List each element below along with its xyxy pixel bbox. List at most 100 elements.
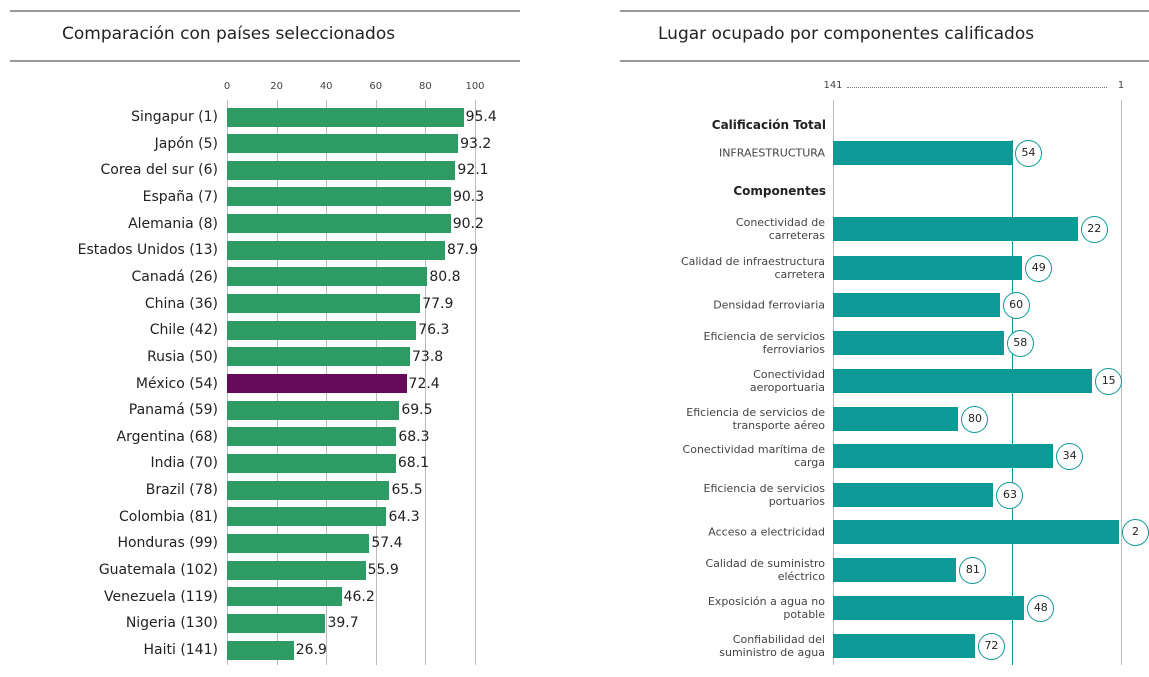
bar — [227, 613, 326, 633]
value-label: 55.9 — [367, 562, 399, 579]
bar — [833, 444, 1054, 468]
heading: Calificación Total — [711, 118, 826, 132]
value-label: 72.4 — [408, 375, 440, 392]
value-label: 81 — [959, 557, 987, 584]
bar — [833, 483, 994, 507]
x-tick-label: 100 — [465, 81, 485, 92]
x-tick-label: 141 — [823, 80, 843, 91]
y-tick-label: Calidad de infraestructura carretera — [680, 255, 825, 281]
x-tick-label: 20 — [270, 81, 283, 92]
value-label: 64.3 — [388, 508, 420, 525]
value-label: 95.4 — [465, 109, 497, 125]
value-label: 87.9 — [446, 242, 479, 259]
value-label: 57.4 — [371, 535, 403, 552]
x-tick-label: 0 — [223, 81, 231, 92]
chart-title: Lugar ocupado por componentes calificado… — [658, 24, 1035, 44]
value-label: 34 — [1056, 443, 1084, 470]
bar — [833, 293, 1000, 317]
bar — [227, 134, 459, 154]
grid-line — [475, 100, 476, 665]
y-tick-label: INFRAESTRUCTURA — [718, 146, 825, 160]
reference-line — [1011, 140, 1013, 665]
value-label: 49 — [1025, 255, 1053, 282]
x-tick-label: 60 — [369, 81, 383, 92]
bar — [227, 267, 428, 287]
bar — [833, 331, 1004, 355]
bar — [227, 107, 464, 127]
y-tick-label: Japón (5) — [154, 135, 218, 152]
bar — [227, 374, 407, 393]
bar — [833, 558, 957, 582]
value-label: 92.1 — [457, 162, 489, 179]
bar — [227, 160, 456, 180]
rule — [620, 60, 1149, 62]
rule — [620, 10, 1149, 12]
x-tick-label: 80 — [419, 81, 432, 92]
y-tick-label: Rusia (50) — [147, 348, 218, 365]
y-tick-label: Singapur (1) — [131, 109, 218, 125]
y-tick-label: Argentina (68) — [116, 428, 218, 445]
heading: Componentes — [733, 184, 826, 198]
value-label: 48 — [1027, 595, 1055, 622]
value-label: 68.3 — [398, 428, 430, 445]
value-label: 26.9 — [295, 642, 327, 658]
axis-line — [847, 87, 1107, 88]
bar — [227, 214, 451, 234]
bar — [833, 407, 959, 431]
y-tick-label: Confiabilidad del suministro de agua — [719, 633, 825, 659]
y-tick-label: Canadá (26) — [131, 268, 218, 285]
y-tick-label: Haiti (141) — [143, 642, 218, 658]
rule — [10, 10, 520, 12]
y-tick-label: México (54) — [135, 375, 218, 392]
bar — [833, 141, 1012, 165]
value-label: 60 — [1002, 292, 1030, 319]
bar — [227, 587, 342, 607]
value-label: 54 — [1014, 140, 1042, 167]
y-tick-label: Panamá (59) — [128, 402, 218, 419]
bar — [227, 187, 451, 207]
value-label: 65.5 — [391, 482, 423, 499]
bar — [227, 347, 411, 367]
y-tick-label: Venezuela (119) — [104, 588, 218, 605]
value-label: 93.2 — [460, 135, 492, 152]
y-tick-label: Eficiencia de servicios ferroviarios — [703, 330, 825, 356]
x-tick-label: 40 — [319, 81, 333, 92]
value-label: 22 — [1080, 216, 1108, 243]
y-tick-label: Corea del sur (6) — [100, 162, 218, 179]
y-tick-label: Estados Unidos (13) — [77, 242, 218, 259]
value-label: 73.8 — [412, 348, 444, 365]
y-tick-label: India (70) — [150, 455, 218, 472]
y-tick-label: España (7) — [142, 188, 218, 205]
bar — [227, 320, 417, 340]
bar — [227, 294, 421, 314]
y-tick-label: Conectividad aeroportuaria — [749, 368, 825, 394]
bar — [833, 217, 1078, 241]
value-label: 15 — [1095, 368, 1123, 395]
value-label: 68.1 — [397, 455, 430, 472]
bar — [227, 400, 400, 420]
y-tick-label: Conectividad de carreteras — [735, 216, 825, 242]
value-label: 69.5 — [401, 402, 433, 419]
y-tick-label: Densidad ferroviaria — [713, 298, 825, 312]
value-label: 90.2 — [452, 215, 484, 232]
bar — [833, 634, 975, 658]
value-label: 76.3 — [418, 322, 450, 339]
bar — [227, 507, 387, 527]
y-tick-label: Eficiencia de servicios de transporte aé… — [686, 406, 825, 432]
bar — [227, 427, 397, 447]
bar — [227, 453, 396, 473]
y-tick-label: Acceso a electricidad — [708, 525, 825, 539]
value-label: 39.7 — [327, 615, 359, 632]
y-tick-label: China (36) — [144, 295, 218, 312]
bar — [833, 520, 1119, 544]
y-tick-label: Eficiencia de servicios portuarios — [703, 482, 825, 508]
y-tick-label: Guatemala (102) — [98, 562, 218, 579]
x-tick-label: 1 — [1117, 80, 1125, 91]
bar — [833, 369, 1093, 393]
y-tick-label: Nigeria (130) — [125, 615, 218, 632]
y-tick-label: Conectividad marítima de carga — [682, 443, 825, 469]
bar — [833, 596, 1025, 620]
grid-line — [425, 100, 427, 665]
y-tick-label: Brazil (78) — [145, 482, 218, 499]
